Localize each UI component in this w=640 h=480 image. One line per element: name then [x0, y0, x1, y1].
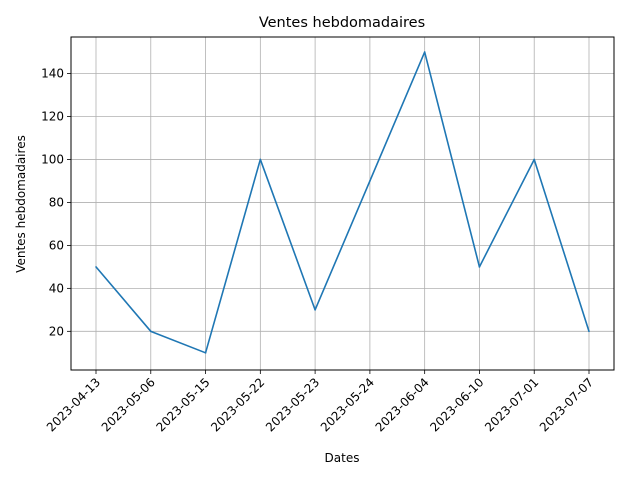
data-point	[588, 330, 590, 333]
x-tick-label: 2023-05-06	[99, 375, 158, 434]
chart-title: Ventes hebdomadaires	[259, 15, 425, 31]
plot-frame	[70, 36, 615, 371]
data-point	[478, 266, 481, 268]
x-axis-title: Dates	[325, 451, 360, 465]
y-tick-label: 100	[41, 152, 64, 166]
data-point	[314, 309, 316, 311]
y-tick-label: 60	[49, 238, 64, 252]
x-tick-label: 2023-07-01	[482, 375, 541, 434]
x-tick-label: 2023-07-07	[537, 375, 596, 434]
y-axis-ticks: 20 40 60 80 100 120 140	[41, 67, 71, 338]
series-layer	[95, 51, 590, 354]
x-tick-label: 2023-06-04	[373, 375, 432, 434]
data-point	[533, 158, 536, 161]
series-line	[95, 51, 590, 354]
x-axis-ticks: 2023-04-132023-05-062023-05-152023-05-22…	[44, 370, 596, 434]
x-tick-label: 2023-06-10	[427, 375, 486, 434]
x-tick-label: 2023-05-24	[318, 375, 377, 434]
data-point	[204, 352, 207, 354]
x-tick-label: 2023-05-22	[208, 375, 267, 434]
y-tick-label: 20	[49, 324, 64, 338]
x-tick-label: 2023-05-15	[153, 375, 212, 434]
data-point	[369, 180, 371, 182]
data-point	[423, 51, 426, 53]
x-tick-label: 2023-04-13	[44, 375, 103, 434]
y-tick-label: 120	[41, 109, 64, 123]
y-tick-label: 80	[49, 195, 64, 209]
y-tick-label: 40	[49, 281, 64, 295]
data-point	[95, 266, 97, 268]
x-tick-label: 2023-05-23	[263, 375, 322, 434]
data-point	[149, 330, 152, 333]
y-axis-title: Ventes hebdomadaires	[14, 135, 28, 273]
grid	[71, 37, 614, 370]
data-point	[259, 158, 262, 161]
y-tick-label: 140	[41, 67, 64, 81]
